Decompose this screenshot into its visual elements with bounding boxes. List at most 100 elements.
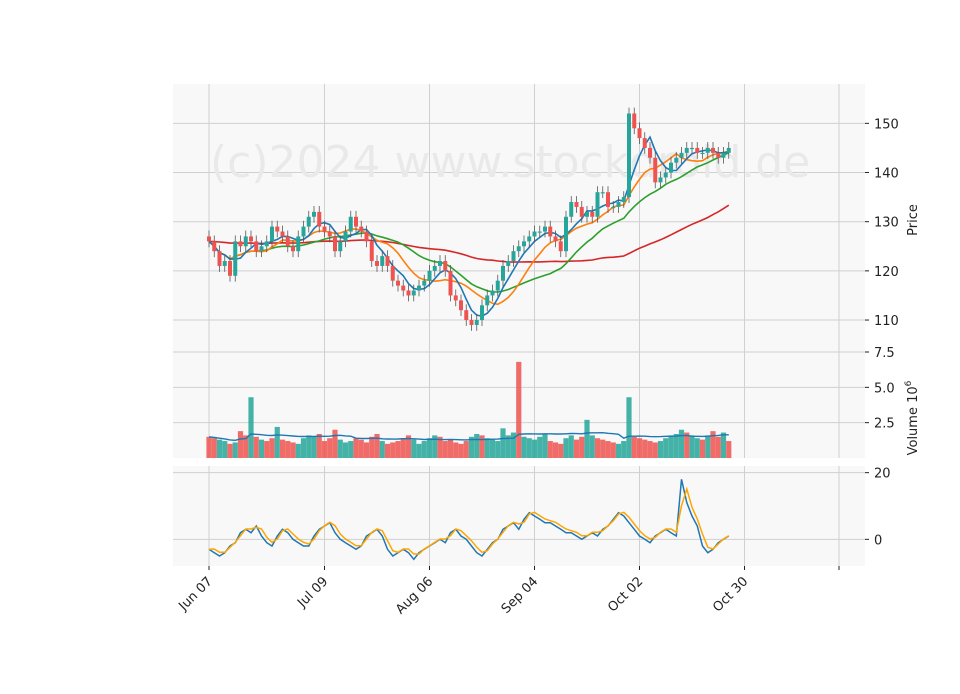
volume-bar <box>678 429 685 458</box>
volume-bar <box>463 441 469 458</box>
candle-body <box>637 128 642 139</box>
volume-bar <box>348 441 354 458</box>
candle-body <box>606 192 610 207</box>
price-tick-label: 150 <box>874 117 899 132</box>
candle-body <box>222 261 227 266</box>
volume-bar <box>684 432 690 458</box>
volume-bar <box>332 429 338 458</box>
volume-bar <box>594 438 601 458</box>
volume-bar <box>468 436 475 458</box>
volume-bar <box>222 441 228 458</box>
candle-body <box>579 206 584 217</box>
volume-bar <box>353 438 359 458</box>
volume-bar <box>206 436 212 458</box>
volume-bar <box>274 426 280 458</box>
x-tick-label: Oct 30 <box>710 574 751 615</box>
candle-body <box>585 211 589 217</box>
candle-body <box>501 265 505 281</box>
volume-bar <box>663 438 669 458</box>
candle-body <box>375 261 379 266</box>
candle-body <box>369 241 374 262</box>
candle-body <box>217 251 222 266</box>
volume-bar <box>227 443 233 458</box>
candle-body <box>396 280 400 286</box>
candle-body <box>432 265 437 271</box>
volume-bar <box>600 439 606 458</box>
price-panel-bg <box>173 84 865 352</box>
volume-bar <box>610 442 616 458</box>
volume-bar <box>542 433 548 458</box>
candle-body <box>595 192 600 217</box>
volume-bar <box>615 443 622 458</box>
volume-bar <box>626 397 632 458</box>
candle-body <box>679 152 684 158</box>
candle-body <box>385 256 390 266</box>
candle-body <box>653 157 658 183</box>
candle-body <box>537 231 542 233</box>
candle-body <box>275 226 280 232</box>
volume-bar <box>342 442 349 458</box>
volume-bar <box>642 439 648 458</box>
volume-bar <box>474 433 480 458</box>
volume-bar <box>384 443 391 458</box>
candle-body <box>474 320 479 325</box>
volume-bar <box>258 439 265 458</box>
candle-body <box>280 231 285 237</box>
volume-bar <box>510 432 517 458</box>
volume-bar <box>479 435 485 458</box>
candle-body <box>495 280 500 291</box>
volume-bar <box>453 442 459 458</box>
candle-body <box>401 285 406 291</box>
candle-body <box>228 261 232 276</box>
volume-bar <box>589 435 595 458</box>
watermark-text: (c)2024 www.stockdroid.de <box>210 137 810 188</box>
candle-body <box>469 320 474 325</box>
candle-body <box>616 202 621 207</box>
volume-bar <box>647 441 653 458</box>
volume-bar <box>694 438 700 458</box>
x-tick-label: Sep 04 <box>499 574 542 617</box>
volume-bar <box>579 436 585 458</box>
candle-body <box>301 226 306 237</box>
volume-bar <box>558 443 564 458</box>
candle-body <box>254 241 259 252</box>
candle-body <box>506 261 511 266</box>
candle-body <box>695 147 700 153</box>
volume-bar <box>316 433 322 458</box>
x-tick-label: Jul 09 <box>294 574 331 611</box>
candle-body <box>322 226 327 232</box>
volume-bar <box>321 441 328 458</box>
volume-bar <box>363 442 370 458</box>
candle-body <box>600 192 605 194</box>
candle-body <box>354 216 358 227</box>
volume-bar <box>232 442 238 458</box>
candle-body <box>343 231 348 242</box>
candle-body <box>312 211 316 217</box>
volume-bar <box>573 439 580 458</box>
candle-body <box>553 236 558 242</box>
volume-bar <box>416 443 422 458</box>
volume-bar <box>395 441 401 458</box>
candle-body <box>438 261 442 266</box>
oscillator-line-b <box>208 486 730 555</box>
candle-body <box>207 236 211 242</box>
volume-bar <box>726 441 732 458</box>
volume-bar <box>447 439 454 458</box>
volume-bar <box>710 431 716 458</box>
candle-body <box>327 231 332 237</box>
volume-bar <box>531 439 538 458</box>
volume-bar <box>311 436 317 458</box>
volume-bar <box>552 442 559 458</box>
candle-body <box>543 226 547 232</box>
volume-bar <box>563 438 569 458</box>
candle-body <box>264 241 269 247</box>
candle-body <box>490 290 495 296</box>
candle-body <box>359 226 364 232</box>
volume-tick-label: 7.5 <box>874 346 895 361</box>
candle-body <box>459 300 463 311</box>
volume-bar <box>374 433 380 458</box>
volume-bar <box>211 438 217 458</box>
candle-body <box>711 147 715 153</box>
